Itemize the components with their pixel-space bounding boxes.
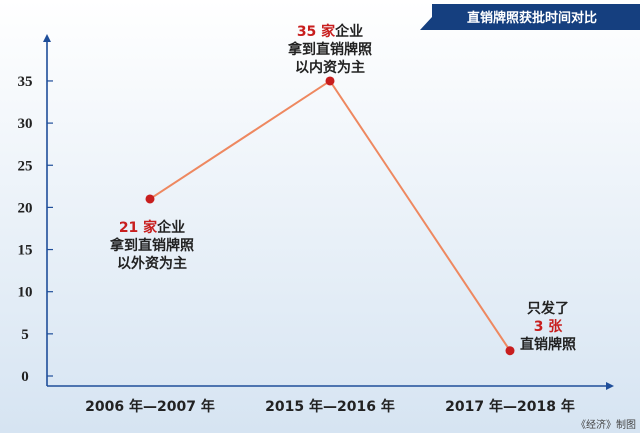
annotation-text: 拿到直销牌照 — [287, 41, 372, 58]
annotation-text: 只发了 — [527, 300, 569, 317]
y-tick-label: 30 — [18, 116, 33, 132]
x-tick-label: 2006 年—2007 年 — [85, 398, 215, 415]
chart-credit: 《经济》制图 — [576, 418, 636, 431]
y-tick-label: 35 — [18, 74, 33, 90]
x-axis-arrow-icon — [606, 382, 614, 390]
y-tick-label: 15 — [18, 243, 33, 259]
data-point — [325, 76, 335, 86]
annotation-highlight: 21 家 — [119, 219, 158, 236]
y-axis-ticks: 0 5 10 15 20 25 30 35 — [18, 74, 53, 385]
annotation-text: 35 家企业 — [297, 23, 363, 40]
annotation-highlight: 3 张 — [534, 319, 564, 335]
annotation-text: 以外资为主 — [117, 255, 187, 272]
x-tick-label: 2015 年—2016 年 — [265, 398, 395, 415]
title-banner-shape — [420, 4, 640, 30]
x-tick-label: 2017 年—2018 年 — [445, 398, 575, 415]
annotation-text: 以内资为主 — [295, 59, 365, 76]
annotation-highlight: 35 家 — [297, 23, 336, 40]
data-point — [145, 194, 155, 204]
annotation-text: 企业 — [334, 23, 363, 40]
y-tick-label: 20 — [18, 200, 33, 216]
x-axis-ticks: 2006 年—2007 年 2015 年—2016 年 2017 年—2018 年 — [85, 398, 575, 415]
annotation-text: 直销牌照 — [520, 336, 576, 353]
title-banner: 直销牌照获批时间对比 — [420, 4, 640, 30]
data-point — [505, 346, 515, 356]
chart-title: 直销牌照获批时间对比 — [467, 10, 597, 26]
y-axis-arrow-icon — [43, 34, 51, 42]
series-layer — [145, 76, 515, 356]
annotation-text: 企业 — [156, 219, 185, 236]
y-tick-label: 5 — [21, 327, 29, 343]
y-tick-label: 25 — [18, 158, 33, 174]
y-tick-label: 0 — [21, 369, 29, 385]
axes — [43, 34, 614, 390]
y-tick-label: 10 — [18, 285, 33, 301]
annotation-text: 拿到直销牌照 — [109, 237, 194, 254]
annotation-text: 21 家企业 — [119, 219, 185, 236]
